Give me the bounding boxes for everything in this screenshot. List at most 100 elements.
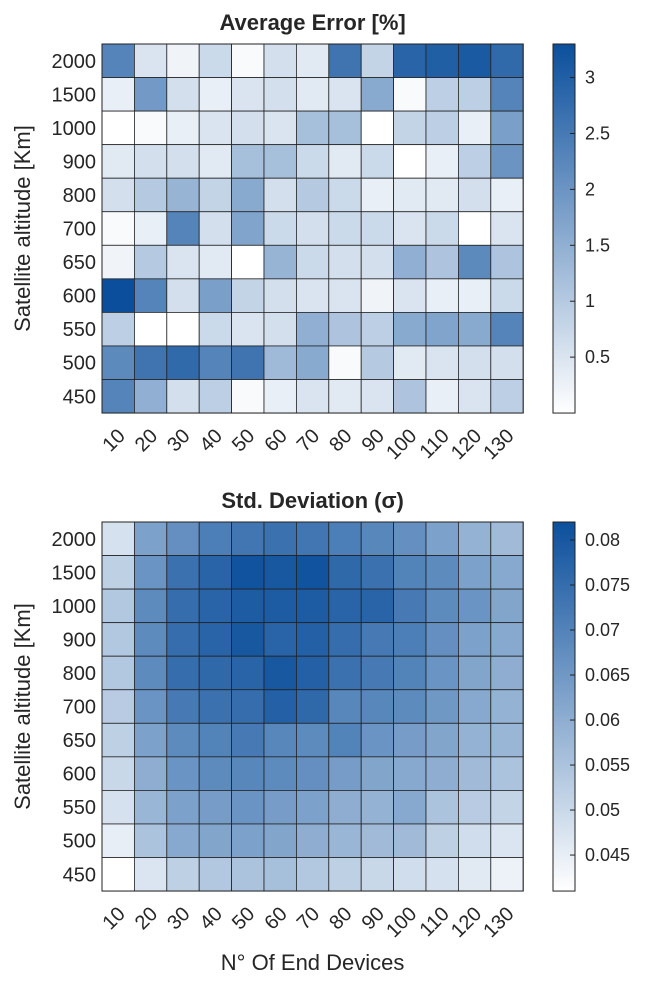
heatmap-cell <box>295 244 330 280</box>
heatmap-cell <box>198 588 232 624</box>
heatmap-cell <box>101 689 135 724</box>
heatmap-cell <box>133 311 168 347</box>
heatmap-cell <box>295 77 330 112</box>
heatmap-cell <box>231 655 265 691</box>
heatmap-cell <box>490 43 524 78</box>
heatmap-cell <box>393 278 427 313</box>
heatmap-cell <box>490 655 524 691</box>
heatmap-cell <box>198 110 232 146</box>
heatmap-cell <box>425 211 459 246</box>
x-tick-label: 110 <box>416 425 454 463</box>
heatmap-cell <box>133 588 168 624</box>
heatmap-cell <box>490 823 524 858</box>
heatmap-cell <box>490 622 524 657</box>
heatmap-cell <box>328 211 362 246</box>
heatmap-cell <box>393 244 427 280</box>
heatmap-cell <box>393 857 427 892</box>
plot-frame <box>101 521 524 892</box>
colorbar <box>552 521 576 892</box>
heatmap-cell <box>295 144 330 179</box>
heatmap-cell <box>198 211 232 246</box>
heatmap-cell <box>295 43 330 78</box>
heatmap-cell <box>360 278 395 313</box>
x-tick-label: 50 <box>228 425 259 456</box>
heatmap-cell <box>231 722 265 758</box>
heatmap-cell <box>360 77 395 112</box>
heatmap-cell <box>101 790 135 825</box>
heatmap-cell <box>393 144 427 179</box>
heatmap-cell <box>457 756 492 791</box>
heatmap-cell <box>425 77 459 112</box>
heatmap-cell <box>198 311 232 347</box>
y-tick-label: 2000 <box>52 529 97 551</box>
heatmap-cell <box>133 756 168 791</box>
colorbar-tick-label: 0.065 <box>585 665 630 685</box>
heatmap-cell <box>166 278 200 313</box>
heatmap-cell <box>360 43 395 78</box>
heatmap-cell <box>231 555 265 590</box>
heatmap-cell <box>328 77 362 112</box>
y-tick-label: 600 <box>63 764 96 786</box>
heatmap-cell <box>328 790 362 825</box>
heatmap-cell <box>457 521 492 556</box>
x-tick-label: 100 <box>382 425 421 464</box>
heatmap-cell <box>231 689 265 724</box>
heatmap-cell <box>166 311 200 347</box>
heatmap-cell <box>101 622 135 657</box>
heatmap-cell <box>166 345 200 380</box>
heatmap-cell <box>231 110 265 146</box>
heatmap-cell <box>166 177 200 213</box>
heatmap-cell <box>425 722 459 758</box>
heatmap-cell <box>166 110 200 146</box>
heatmap-cell <box>295 521 330 556</box>
heatmap-cell <box>133 689 168 724</box>
heatmap-cell <box>328 521 362 556</box>
x-axis-label: N° Of End Devices <box>221 950 405 975</box>
heatmap-cell <box>166 823 200 858</box>
heatmap-cell <box>101 521 135 556</box>
heatmap-cell <box>328 379 362 414</box>
heatmap-cell <box>166 857 200 892</box>
heatmap-cell <box>328 555 362 590</box>
heatmap-cell <box>490 521 524 556</box>
heatmap-cell <box>328 177 362 213</box>
heatmap-cell <box>263 345 297 380</box>
heatmap-cell <box>393 588 427 624</box>
x-tick-label: 60 <box>260 903 291 934</box>
heatmap-cell <box>101 655 135 691</box>
heatmap-cell <box>393 379 427 414</box>
heatmap-cell <box>263 722 297 758</box>
y-tick-label: 900 <box>63 629 96 651</box>
y-tick-label: 700 <box>63 219 96 241</box>
y-tick-label: 550 <box>63 319 96 341</box>
heatmap-cell <box>457 555 492 590</box>
y-tick-label: 800 <box>63 663 96 685</box>
heatmap-cell <box>295 311 330 347</box>
heatmap-cell <box>393 689 427 724</box>
x-tick-label: 10 <box>98 903 129 934</box>
x-tick-label: 80 <box>325 425 356 456</box>
heatmap-cell <box>231 311 265 347</box>
heatmap-cell <box>295 722 330 758</box>
colorbar-tick-label: 0.08 <box>585 530 620 550</box>
heatmap-cell <box>393 110 427 146</box>
heatmap-cell <box>425 823 459 858</box>
heatmap-cell <box>425 857 459 892</box>
y-tick-label: 650 <box>63 730 96 752</box>
y-tick-label: 600 <box>63 286 96 308</box>
heatmap-cell <box>393 655 427 691</box>
heatmap-cell <box>490 555 524 590</box>
heatmap-cell <box>490 345 524 380</box>
heatmap-cell <box>263 211 297 246</box>
heatmap-cell <box>425 278 459 313</box>
heatmap-cell <box>490 278 524 313</box>
heatmap-cell <box>490 379 524 414</box>
heatmap-cell <box>133 177 168 213</box>
heatmap-cell <box>263 555 297 590</box>
heatmap-cell <box>263 823 297 858</box>
heatmap-cell <box>328 244 362 280</box>
heatmap-cell <box>328 823 362 858</box>
heatmap-cell <box>425 177 459 213</box>
heatmap-cell <box>490 244 524 280</box>
